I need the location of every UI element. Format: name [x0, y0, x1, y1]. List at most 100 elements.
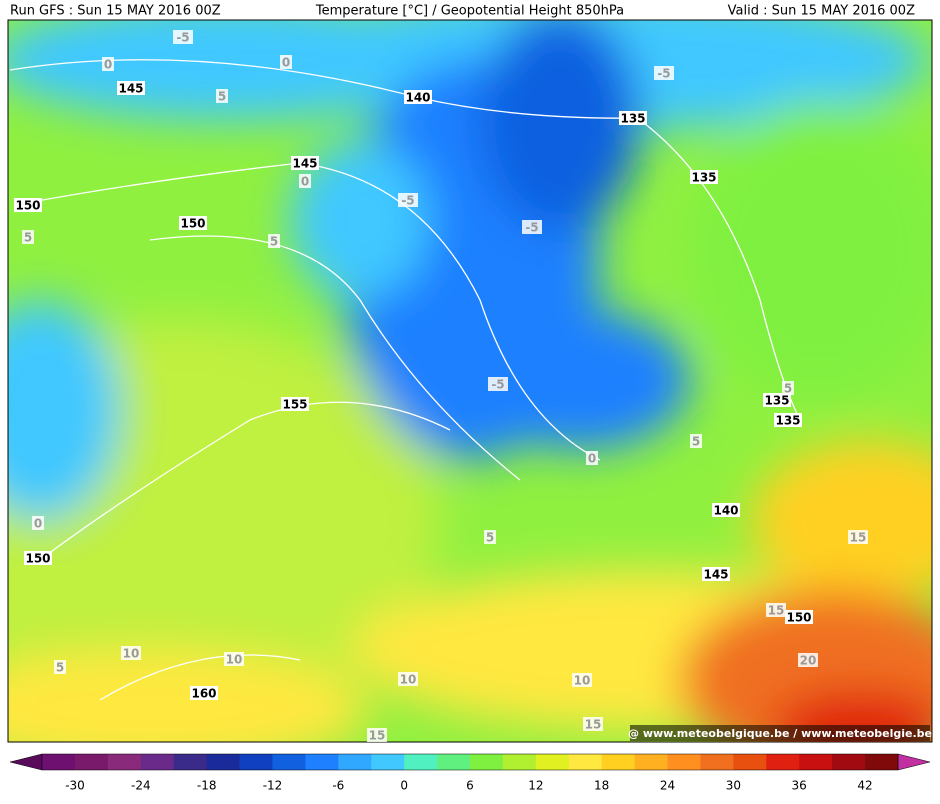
colorbar-bin: [404, 754, 438, 770]
contour-label-bg: [654, 66, 674, 80]
watermark: @ www.meteobelgique.be / www.meteobelgie…: [628, 727, 932, 740]
contour-label: 160: [191, 687, 216, 701]
colorbar-bin: [437, 754, 471, 770]
header-right: Valid : Sun 15 MAY 2016 00Z: [728, 4, 915, 19]
colorbar-end-high: [897, 753, 931, 771]
colorbar-bin: [74, 754, 109, 770]
contour-label-bg: [121, 646, 141, 660]
contour-label-bg: [690, 170, 718, 184]
contour-label-bg: [14, 198, 42, 212]
contour-label: 10: [123, 647, 140, 661]
colorbar-bin: [832, 754, 866, 770]
colorbar-end-low: [9, 753, 43, 771]
colorbar-bin: [634, 754, 669, 770]
contour-label-bg: [32, 516, 44, 530]
contour-label-bg: [766, 603, 786, 617]
contour-label: 135: [691, 171, 716, 185]
contour-label-bg: [117, 81, 145, 95]
contour-label: 0: [588, 452, 596, 466]
contour-label-bg: [798, 653, 818, 667]
contour-label-bg: [179, 216, 207, 230]
contour-label-bg: [782, 381, 794, 395]
colorbar-tick-label: -30: [65, 779, 85, 793]
contour-label: 140: [405, 91, 430, 105]
contour-label-bg: [763, 393, 791, 407]
colorbar-bin: [502, 754, 537, 770]
contour-label-bg: [484, 530, 496, 544]
colorbar-bin: [206, 754, 241, 770]
watermark-bg: [630, 725, 930, 741]
contour-label-bg: [281, 397, 309, 411]
colorbar-bin: [865, 754, 899, 770]
contour-label: 145: [118, 82, 143, 96]
colorbar-bin: [140, 754, 175, 770]
colorbar-tick-label: -24: [131, 779, 151, 793]
contour-label: 0: [104, 58, 112, 72]
contour-label-bg: [702, 567, 730, 581]
contour-label-bg: [224, 652, 244, 666]
contour-label-bg: [54, 660, 66, 674]
contour-label-bg: [619, 111, 647, 125]
contour-label-bg: [268, 234, 280, 248]
colorbar-bin: [700, 754, 734, 770]
colorbar-bin: [667, 754, 701, 770]
contour-label: 20: [800, 654, 817, 668]
contour-label: 5: [56, 661, 64, 675]
contour-label-bg: [690, 434, 702, 448]
contour-label: -5: [401, 194, 414, 208]
colorbar-tick-label: 18: [594, 779, 609, 793]
contour-label: 145: [292, 157, 317, 171]
contour-label: 15: [768, 604, 785, 618]
contour-label-bg: [586, 451, 598, 465]
contour-label-bg: [22, 230, 34, 244]
contour-label-bg: [774, 413, 802, 427]
colorbar-bin: [239, 754, 273, 770]
contour-label-bg: [583, 717, 603, 731]
contour-label-bg: [173, 30, 193, 44]
contour-label: 135: [764, 394, 789, 408]
contour-label: -5: [176, 31, 189, 45]
contour-label-bg: [572, 673, 592, 687]
colorbar-tick-label: -6: [332, 779, 344, 793]
contour-label: 5: [24, 231, 32, 245]
colorbar-bin: [535, 754, 570, 770]
contour-label-bg: [299, 174, 311, 188]
contour-label: 150: [25, 552, 50, 566]
colorbar-bin: [338, 754, 372, 770]
contour-label-bg: [404, 90, 432, 104]
colorbar-bin: [371, 754, 405, 770]
contour-label: 10: [226, 653, 243, 667]
contour-label-bg: [216, 89, 228, 103]
contour-label: 5: [218, 90, 226, 104]
contour-label: 135: [620, 112, 645, 126]
colorbar-bin: [733, 754, 767, 770]
contour-label: 0: [301, 175, 309, 189]
contour-label: 145: [703, 568, 728, 582]
contour-label: 10: [400, 673, 417, 687]
contour-label-bg: [367, 728, 387, 742]
colorbar-tick-label: 36: [792, 779, 807, 793]
contour-label-bg: [488, 377, 508, 391]
contour-label-bg: [190, 686, 218, 700]
colorbar-bin: [42, 754, 76, 770]
colorbar-tick-label: 0: [400, 779, 408, 793]
contour-label-bg: [398, 193, 418, 207]
colorbar-bin: [568, 754, 603, 770]
colorbar-frame: [41, 753, 899, 771]
contour-label: -5: [657, 67, 670, 81]
colorbar-bin: [601, 754, 636, 770]
colorbar-tick-label: -18: [197, 779, 217, 793]
colorbar-bin: [305, 754, 339, 770]
header-center: Temperature [°C] / Geopotential Height 8…: [315, 4, 624, 19]
contour-label: 155: [282, 398, 307, 412]
colorbar-bin: [470, 754, 504, 770]
contour-label: 0: [34, 517, 42, 531]
contour-label-bg: [712, 503, 740, 517]
contour-label-bg: [280, 55, 292, 69]
colorbar-tick-label: 12: [528, 779, 543, 793]
contour-label: 15: [585, 718, 602, 732]
colorbar-bin: [173, 754, 208, 770]
